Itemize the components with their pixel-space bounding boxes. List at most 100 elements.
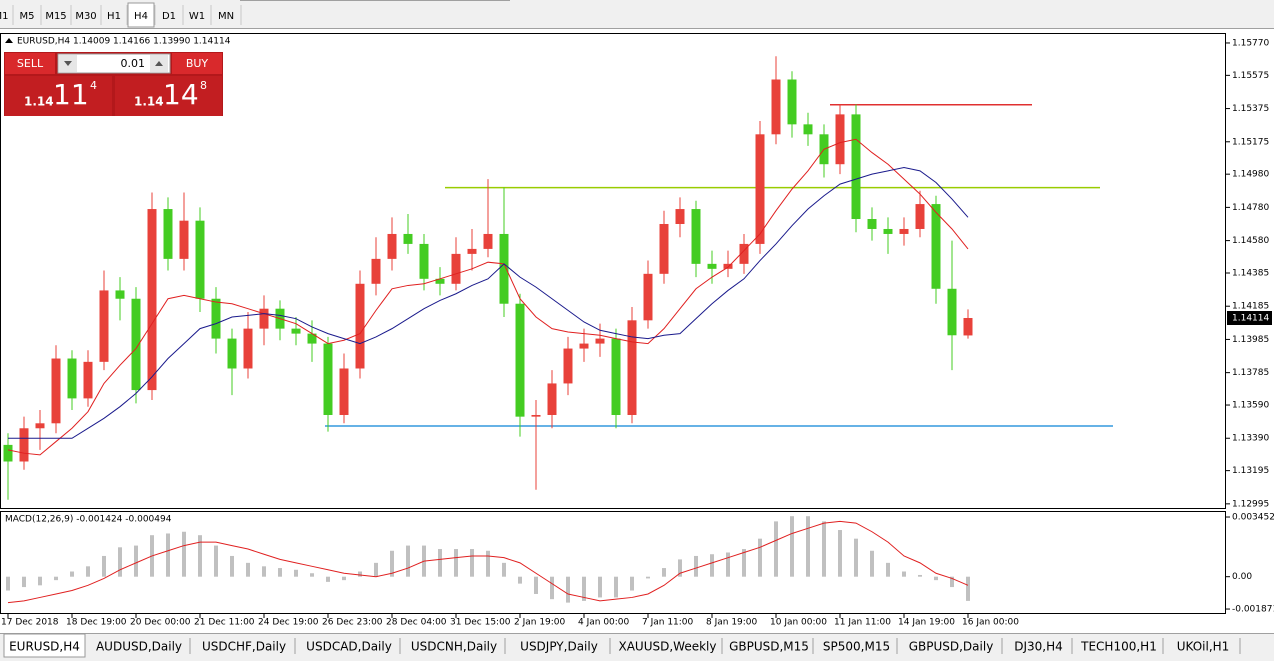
time-label: 16 Jan 00:00	[962, 618, 1019, 628]
tab[interactable]: SP500,M15	[823, 640, 890, 654]
price-big-figure: 1.14	[134, 95, 164, 109]
macd-histogram-bar	[726, 552, 730, 577]
macd-histogram-bar	[502, 562, 506, 577]
macd-histogram-bar	[662, 568, 666, 577]
price-tick-label: 1.13390	[1232, 434, 1269, 444]
buy-button[interactable]	[172, 53, 222, 74]
timeframe-button[interactable]: M30	[75, 11, 96, 22]
timeframe-button[interactable]: D1	[162, 11, 176, 22]
candle-body	[963, 318, 973, 336]
macd-histogram-bar	[22, 576, 26, 588]
tab[interactable]: USDJPY,Daily	[520, 640, 598, 654]
macd-histogram-bar	[598, 576, 602, 598]
candle-body	[547, 383, 557, 415]
macd-histogram-bar	[246, 562, 250, 577]
price-big-figure: 1.14	[24, 95, 54, 109]
sell-button[interactable]	[5, 53, 55, 74]
tab[interactable]: USDCNH,Daily	[411, 640, 497, 654]
time-label: 11 Jan 11:00	[834, 618, 891, 628]
macd-histogram-bar	[710, 554, 714, 577]
candle-body	[51, 358, 61, 424]
candle-body	[35, 423, 45, 429]
tab[interactable]: XAUUSD,Weekly	[619, 640, 717, 654]
macd-histogram-bar	[966, 576, 970, 601]
macd-tick-label: -0.001871	[1232, 605, 1274, 615]
sell-label[interactable]: SELL	[17, 57, 44, 70]
macd-histogram-bar	[70, 571, 74, 577]
price-tick-label: 1.14780	[1232, 203, 1269, 213]
macd-histogram-bar	[486, 550, 490, 577]
candle-body	[387, 233, 397, 259]
lots-value[interactable]: 0.01	[121, 57, 146, 70]
macd-signal-line	[7, 520, 969, 604]
buy-label[interactable]: BUY	[186, 57, 209, 70]
chart-header: EURUSD,H4 1.14009 1.14166 1.13990 1.1411…	[17, 37, 231, 47]
macd-histogram-bar	[214, 545, 218, 577]
candle-body	[163, 209, 173, 259]
macd-histogram-bar	[166, 533, 170, 577]
tab[interactable]: GBPUSD,Daily	[909, 640, 994, 654]
price-tick-label: 1.13785	[1232, 368, 1269, 378]
tab[interactable]: TECH100,H1	[1080, 640, 1157, 654]
toolbar-bg	[0, 0, 1274, 29]
timeframe-button[interactable]: H4	[134, 11, 148, 22]
candle-body	[323, 343, 333, 415]
timeframe-button[interactable]: M15	[45, 11, 66, 22]
tab[interactable]: GBPUSD,M15	[729, 640, 809, 654]
timeframe-button[interactable]: H1	[107, 11, 121, 22]
tab[interactable]: USDCAD,Daily	[306, 640, 392, 654]
macd-histogram-bar	[918, 574, 922, 577]
candle-body	[83, 361, 93, 399]
macd-histogram-bar	[806, 516, 810, 577]
lots-field[interactable]	[57, 53, 171, 74]
candle-body	[595, 338, 605, 344]
macd-histogram-bar	[742, 549, 746, 577]
candle-body	[803, 124, 813, 135]
candle-body	[483, 233, 493, 249]
macd-histogram-bar	[230, 555, 234, 577]
macd-title: MACD(12,26,9) -0.001424 -0.000494	[5, 515, 172, 525]
macd-histogram-bar	[6, 576, 10, 591]
sell-price-box[interactable]	[5, 76, 112, 116]
time-label: 2 Jan 19:00	[514, 618, 566, 628]
tab[interactable]: AUDUSD,Daily	[96, 640, 182, 654]
macd-histogram-bar	[102, 555, 106, 577]
candle-body	[67, 358, 77, 399]
macd-histogram-bar	[118, 547, 122, 577]
macd-tick-label: 0.003452	[1232, 513, 1274, 523]
candle-body	[499, 233, 509, 304]
candle-body	[211, 298, 221, 339]
tab[interactable]: UKOil,H1	[1177, 640, 1230, 654]
macd-histogram-bar	[198, 535, 202, 577]
candle-body	[195, 220, 205, 299]
tab[interactable]: DJ30,H4	[1014, 640, 1063, 654]
macd-histogram-bar	[54, 576, 58, 581]
timeframe-button[interactable]: M5	[20, 11, 35, 22]
macd-histogram-bar	[86, 566, 90, 577]
macd-histogram-bar	[134, 545, 138, 577]
tab[interactable]: USDCHF,Daily	[202, 640, 286, 654]
candle-body	[691, 209, 701, 264]
candle-body	[867, 219, 877, 229]
candle-body	[307, 333, 317, 344]
macd-histogram-bar	[886, 562, 890, 577]
candle-body	[931, 204, 941, 289]
time-label: 20 Dec 00:00	[130, 618, 191, 628]
time-label: 26 Dec 23:00	[322, 618, 383, 628]
price-tick-label: 1.15175	[1232, 137, 1269, 147]
timeframe-button[interactable]: W1	[189, 11, 205, 22]
candle-body	[19, 428, 29, 462]
buy-price-box[interactable]	[115, 76, 222, 116]
macd-histogram-bar	[582, 576, 586, 601]
timeframe-button[interactable]: M1	[0, 11, 9, 22]
tab[interactable]: EURUSD,H4	[9, 640, 80, 654]
macd-histogram-bar	[182, 531, 186, 577]
candle-body	[451, 253, 461, 284]
price-tick-label: 1.13590	[1232, 401, 1269, 411]
candle-body	[515, 303, 525, 417]
macd-histogram-bar	[758, 538, 762, 577]
timeframe-button[interactable]: MN	[218, 11, 234, 22]
price-tick-label: 1.14580	[1232, 236, 1269, 246]
price-tick-label: 1.14385	[1232, 268, 1269, 278]
candle-body	[243, 328, 253, 369]
